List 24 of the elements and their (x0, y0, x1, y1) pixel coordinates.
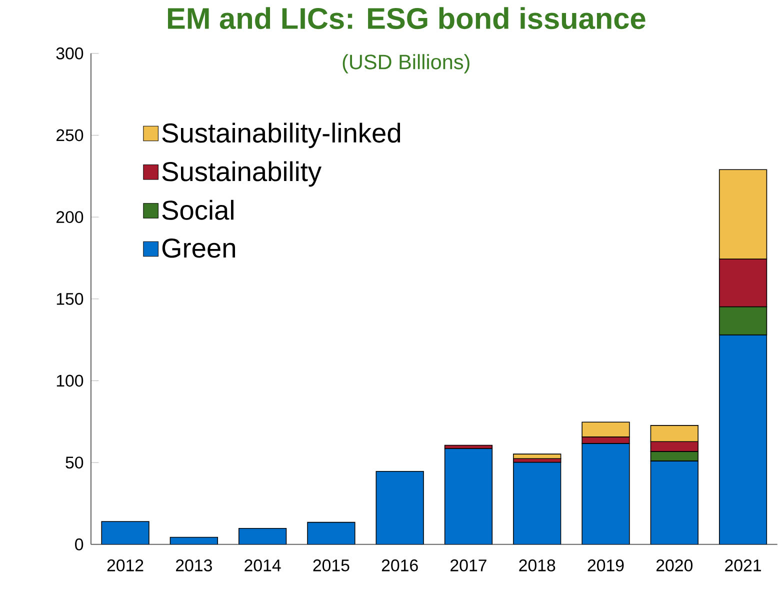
x-tick-label: 2018 (519, 559, 556, 572)
y-tick-label: 200 (56, 211, 84, 224)
legend-label: Green (162, 238, 236, 258)
x-tick-label: 2020 (656, 559, 692, 572)
y-tick-label: 300 (56, 47, 84, 60)
x-tick-label: 2016 (382, 559, 418, 572)
x-tick-label: 2015 (313, 559, 350, 572)
legend-label: Sustainability (162, 161, 322, 187)
x-tick-label: 2017 (450, 559, 486, 572)
x-tick-label: 2021 (725, 559, 761, 572)
x-tick-label: 2012 (107, 559, 144, 572)
y-tick-label: 50 (66, 456, 84, 469)
legend-label: Sustainability-linked (162, 122, 400, 148)
bar (513, 454, 562, 460)
x-tick-label: 2019 (588, 559, 624, 572)
y-tick-label: 100 (56, 374, 84, 387)
x-tick-label: 2014 (244, 559, 281, 572)
y-tick-label: 0 (75, 538, 84, 550)
y-tick-label: 150 (56, 292, 84, 305)
x-tick-label: 2013 (176, 559, 212, 572)
y-tick-label: 250 (56, 129, 84, 142)
chart-title: EM and LICs: ESG bond issuance (168, 7, 646, 30)
legend-label: Social (162, 200, 234, 220)
chart-subtitle: (USD Billions) (342, 54, 470, 74)
